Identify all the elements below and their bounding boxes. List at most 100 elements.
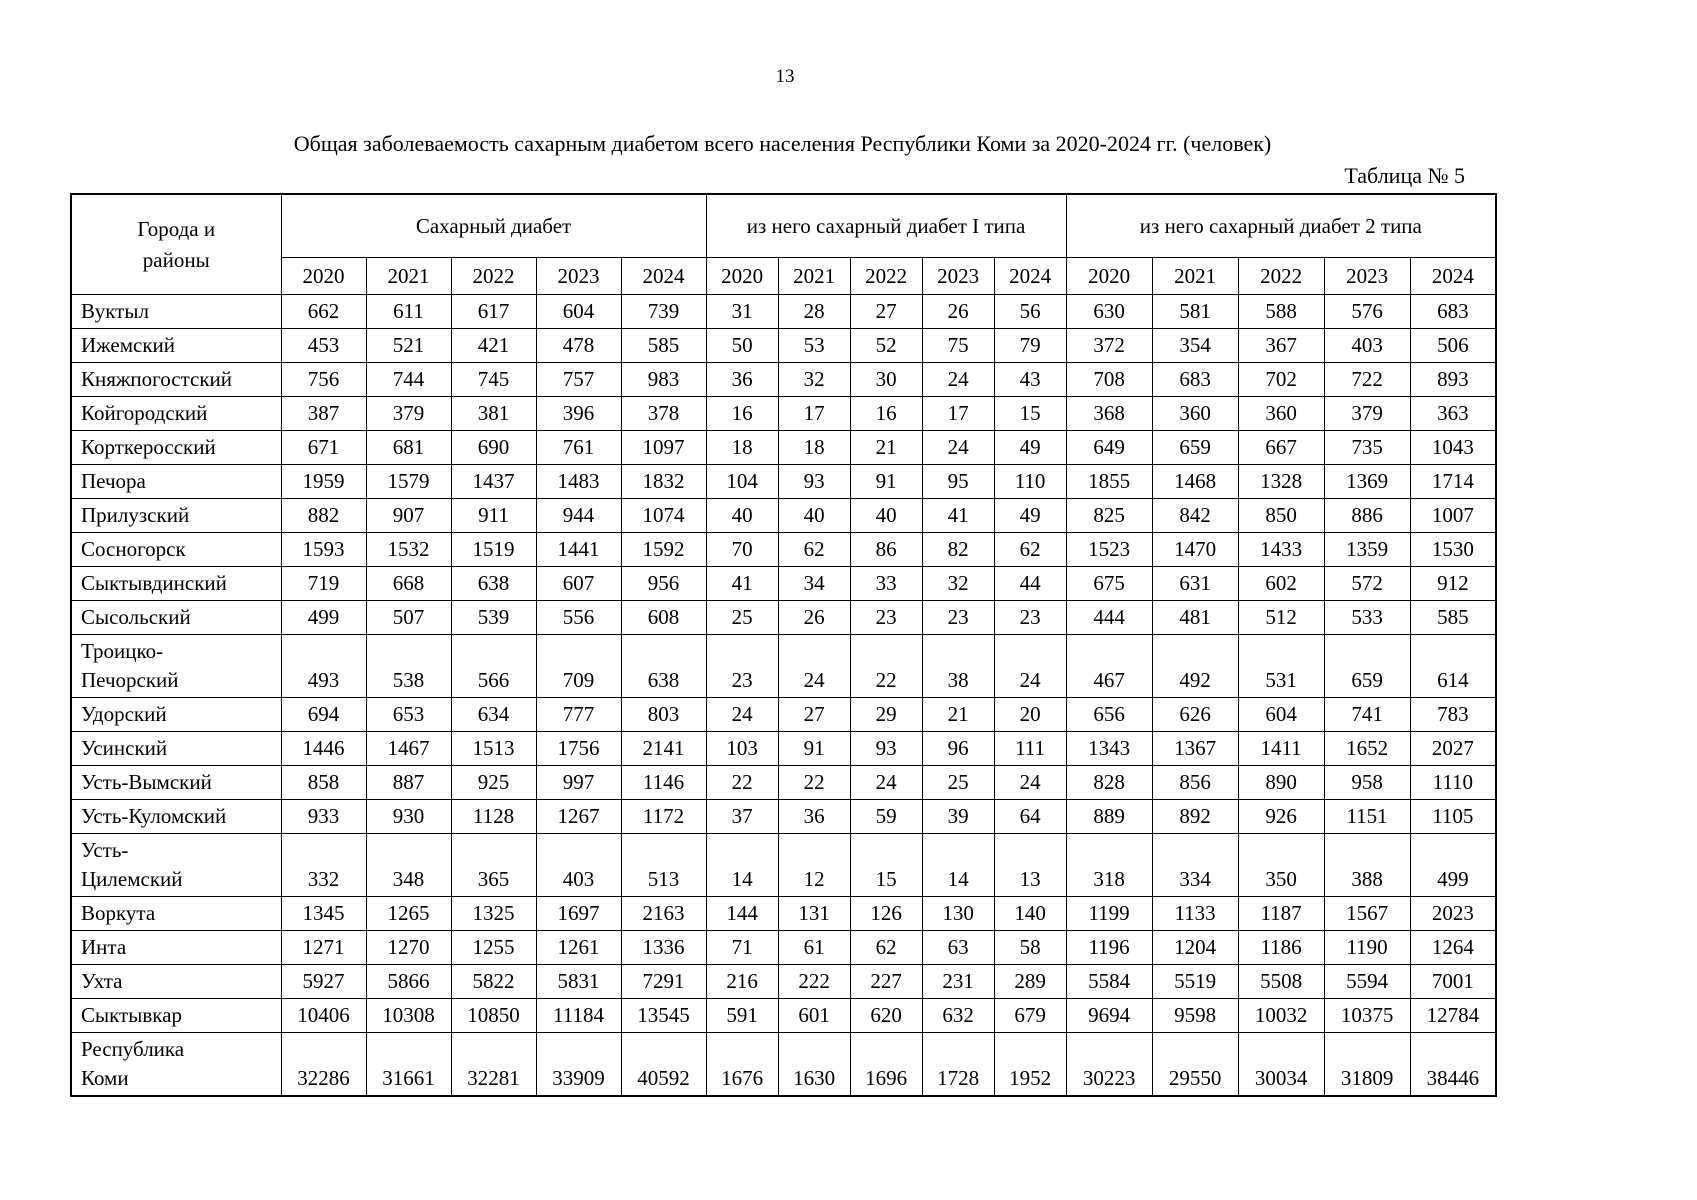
year-header: 2023 [1323, 257, 1411, 295]
value-cell: 40 [849, 498, 923, 533]
value-cell: 368 [1065, 396, 1153, 431]
value-cell: 372 [1065, 328, 1153, 363]
table-row: Усинский 1446 1467 1513 1756 2141 103 91 93 96 111… [70, 730, 1497, 766]
year-header: 2023 [535, 257, 622, 295]
value-cell: 1270 [365, 929, 452, 965]
value-cell: 1264 [1409, 929, 1497, 965]
value-cell: 30034 [1237, 1031, 1325, 1097]
year-header: 2022 [1237, 257, 1325, 295]
value-cell: 360 [1237, 396, 1325, 431]
region-name: Усть-Куломский [70, 798, 282, 834]
value-cell: 604 [1237, 696, 1325, 732]
value-cell: 363 [1409, 396, 1497, 431]
value-cell: 1187 [1237, 895, 1325, 931]
value-cell: 23 [705, 634, 779, 698]
region-name: Сыктывкар [70, 997, 282, 1033]
value-cell: 1110 [1409, 764, 1497, 800]
value-cell: 507 [365, 600, 452, 635]
value-cell: 421 [450, 328, 537, 363]
value-cell: 591 [705, 997, 779, 1033]
value-cell: 71 [705, 929, 779, 965]
value-cell: 1697 [535, 895, 622, 931]
value-cell: 378 [620, 396, 707, 431]
value-cell: 1328 [1237, 464, 1325, 499]
value-cell: 911 [450, 498, 537, 533]
value-cell: 604 [535, 294, 622, 329]
value-cell: 585 [1409, 600, 1497, 635]
table-row: Корткеросский 671 681 690 761 1097 18 18 21 24 49 6… [70, 430, 1497, 465]
value-cell: 24 [921, 362, 995, 397]
value-cell: 1952 [993, 1031, 1067, 1097]
value-cell: 5927 [280, 963, 367, 999]
value-cell: 1271 [280, 929, 367, 965]
value-cell: 556 [535, 600, 622, 635]
region-name: Печора [70, 464, 282, 499]
value-cell: 25 [921, 764, 995, 800]
value-cell: 144 [705, 895, 779, 931]
value-cell: 62 [849, 929, 923, 965]
value-cell: 1146 [620, 764, 707, 800]
value-cell: 31661 [365, 1031, 452, 1097]
value-cell: 388 [1323, 832, 1411, 897]
table-row: Усть- Цилемский 332 348 365 403 513 14 12 15 14 13… [70, 832, 1497, 897]
value-cell: 892 [1151, 798, 1239, 834]
value-cell: 62 [993, 532, 1067, 567]
value-cell: 59 [849, 798, 923, 834]
table-body: Вуктыл 662 611 617 604 739 31 28 27 26 56 630 581 588… [70, 294, 1497, 1097]
value-cell: 63 [921, 929, 995, 965]
value-cell: 16 [849, 396, 923, 431]
value-cell: 681 [365, 430, 452, 465]
value-cell: 739 [620, 294, 707, 329]
value-cell: 1411 [1237, 730, 1325, 766]
value-cell: 1007 [1409, 498, 1497, 533]
value-cell: 1483 [535, 464, 622, 499]
table-row: Усть-Куломский 933 930 1128 1267 1172 37 36 59 39… [70, 798, 1497, 834]
value-cell: 1593 [280, 532, 367, 567]
value-cell: 620 [849, 997, 923, 1033]
value-cell: 1756 [535, 730, 622, 766]
value-cell: 626 [1151, 696, 1239, 732]
value-cell: 2027 [1409, 730, 1497, 766]
value-cell: 44 [993, 566, 1067, 601]
value-cell: 103 [705, 730, 779, 766]
value-cell: 1441 [535, 532, 622, 567]
value-cell: 478 [535, 328, 622, 363]
value-cell: 62 [777, 532, 851, 567]
value-cell: 2023 [1409, 895, 1497, 931]
value-cell: 39 [921, 798, 995, 834]
region-name: Корткеросский [70, 430, 282, 465]
value-cell: 1513 [450, 730, 537, 766]
value-cell: 22 [849, 634, 923, 698]
region-name: Усть-Вымский [70, 764, 282, 800]
value-cell: 350 [1237, 832, 1325, 897]
group-header-1: из него сахарный диабет I типа [705, 193, 1067, 258]
value-cell: 26 [921, 294, 995, 329]
value-cell: 1369 [1323, 464, 1411, 499]
value-cell: 58 [993, 929, 1067, 965]
value-cell: 1855 [1065, 464, 1153, 499]
value-cell: 10406 [280, 997, 367, 1033]
value-cell: 93 [777, 464, 851, 499]
value-cell: 675 [1065, 566, 1153, 601]
table-row: Сысольский 499 507 539 556 608 25 26 23 23 23 444 48… [70, 600, 1497, 635]
value-cell: 683 [1409, 294, 1497, 329]
value-cell: 140 [993, 895, 1067, 931]
value-cell: 1261 [535, 929, 622, 965]
value-cell: 453 [280, 328, 367, 363]
table-row: Троицко- Печорский 493 538 566 709 638 23 24 22 3… [70, 634, 1497, 698]
value-cell: 983 [620, 362, 707, 397]
value-cell: 933 [280, 798, 367, 834]
value-cell: 777 [535, 696, 622, 732]
value-cell: 96 [921, 730, 995, 766]
value-cell: 481 [1151, 600, 1239, 635]
value-cell: 856 [1151, 764, 1239, 800]
value-cell: 708 [1065, 362, 1153, 397]
value-cell: 40 [777, 498, 851, 533]
value-cell: 41 [921, 498, 995, 533]
value-cell: 32286 [280, 1031, 367, 1097]
value-cell: 1832 [620, 464, 707, 499]
table-row: Печора 1959 1579 1437 1483 1832 104 93 91 95 110 18… [70, 464, 1497, 499]
region-name: Воркута [70, 895, 282, 931]
region-name: Вуктыл [70, 294, 282, 329]
